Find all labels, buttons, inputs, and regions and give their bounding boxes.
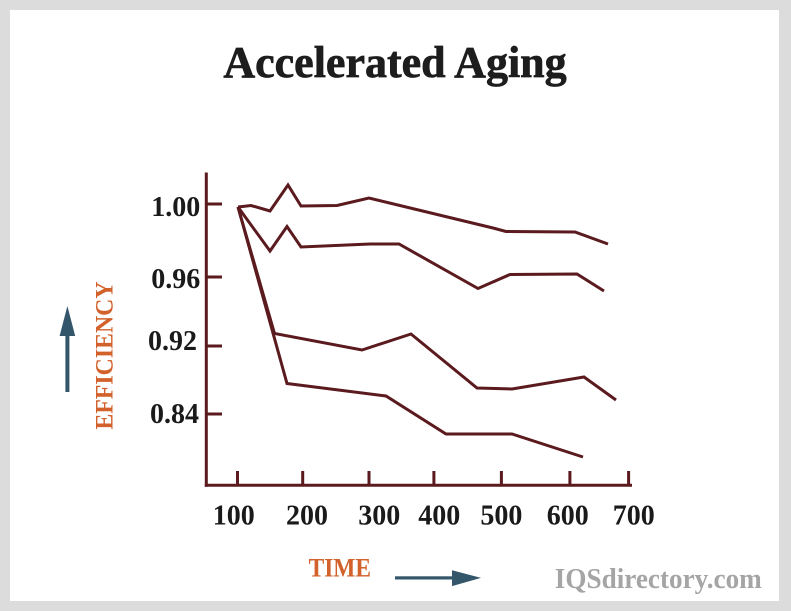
svg-text:100: 100	[213, 501, 255, 532]
svg-text:0.96: 0.96	[151, 264, 200, 295]
svg-text:300: 300	[358, 501, 400, 532]
svg-text:600: 600	[547, 501, 589, 532]
svg-text:200: 200	[286, 501, 328, 532]
svg-text:700: 700	[613, 501, 655, 532]
svg-text:1.00: 1.00	[151, 192, 200, 223]
svg-text:IQSdirectory.com: IQSdirectory.com	[555, 564, 762, 595]
svg-text:EFFICIENCY: EFFICIENCY	[90, 282, 119, 430]
svg-text:0.84: 0.84	[150, 399, 199, 430]
svg-text:Accelerated Aging: Accelerated Aging	[223, 38, 566, 87]
svg-text:400: 400	[418, 501, 460, 532]
svg-text:500: 500	[480, 501, 522, 532]
svg-text:TIME: TIME	[309, 554, 371, 583]
svg-text:0.92: 0.92	[148, 326, 197, 357]
